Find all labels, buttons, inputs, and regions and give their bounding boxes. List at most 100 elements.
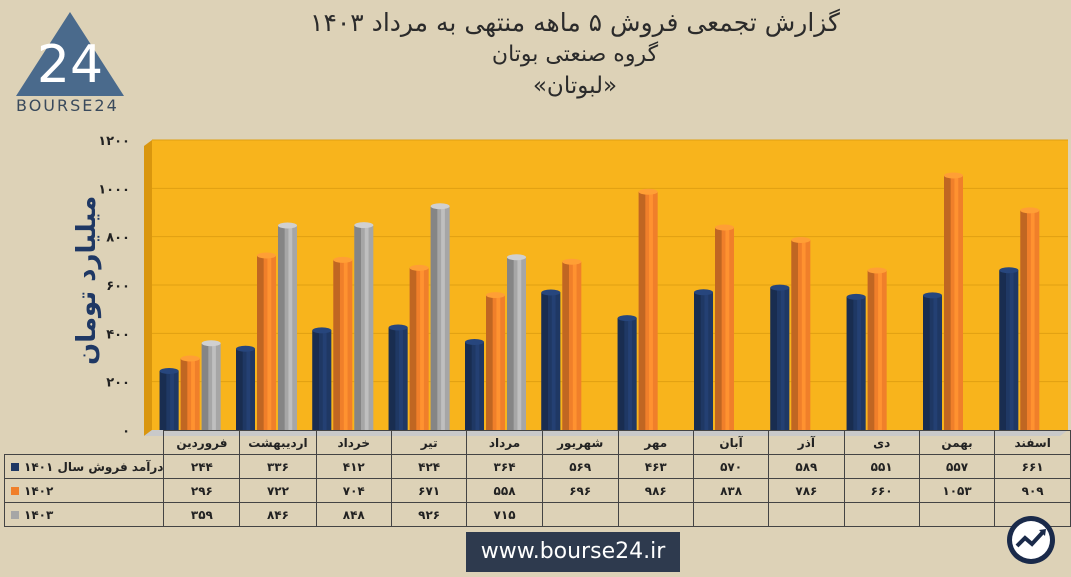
bar: [465, 339, 484, 430]
bar: [201, 340, 221, 430]
bar: [867, 267, 887, 430]
bar: [999, 267, 1019, 430]
bar: [278, 222, 297, 430]
bar-shade: [846, 296, 854, 430]
bar: [694, 289, 713, 430]
data-label: ۳۶۴: [466, 454, 543, 479]
legend-1403: ۱۴۰۳: [3, 502, 165, 527]
bar: [354, 222, 374, 430]
legend-label-1401: درآمد فروش سال ۱۴۰۱: [24, 459, 164, 474]
category-label: شهریور: [541, 430, 619, 455]
bar-shade: [541, 292, 548, 430]
bar-highlight: [322, 330, 327, 430]
bar-top: [770, 284, 790, 291]
data-label: ۲۹۶: [163, 478, 241, 503]
bar-shade: [1020, 210, 1027, 430]
data-label: ۳۳۶: [239, 454, 317, 479]
bar-highlight: [878, 270, 882, 430]
data-label: ۸۴۸: [315, 502, 393, 527]
legend-1402: ۱۴۰۲: [3, 478, 165, 503]
bar: [617, 315, 637, 430]
bar-highlight: [801, 240, 806, 430]
bar: [562, 258, 582, 430]
bar-highlight: [857, 296, 861, 430]
bar-highlight: [475, 342, 480, 430]
bar-top: [1020, 207, 1040, 214]
bar: [409, 264, 429, 430]
bar-shade: [257, 255, 264, 430]
title-line-2: گروه صنعتی بوتان: [491, 42, 659, 67]
data-label: ۲۴۴: [163, 454, 241, 479]
bar-top: [312, 327, 332, 334]
data-label: ۳۵۹: [163, 502, 241, 527]
bar-top: [791, 237, 811, 244]
bar-highlight: [1030, 210, 1035, 430]
bar-top: [180, 355, 200, 362]
logo-mark: 24: [37, 35, 103, 95]
bar-shade: [923, 295, 930, 430]
bar: [638, 188, 658, 430]
data-label: [843, 502, 920, 527]
bar-shade: [867, 270, 875, 430]
bar-top: [507, 254, 526, 261]
bar-highlight: [288, 225, 293, 430]
website-link[interactable]: www.bourse24.ir: [466, 532, 680, 572]
bar-shade: [715, 227, 722, 430]
bar-highlight: [441, 206, 445, 430]
bar-top: [354, 222, 374, 229]
chart-title: گزارش تجمعی فروش ۵ ماهه منتهی به مرداد ۱…: [150, 6, 1000, 102]
data-label: ۷۲۲: [239, 478, 317, 503]
bar-top: [562, 258, 582, 265]
bar-top: [236, 345, 255, 352]
bar-top: [694, 289, 713, 296]
bar-shade: [999, 270, 1006, 430]
data-label: ۵۵۱: [843, 454, 920, 479]
legend-key-1401: [11, 463, 19, 471]
bourse24-logo-icon: 24: [16, 12, 124, 96]
bar-top: [867, 267, 887, 274]
data-label: ۹۸۶: [617, 478, 694, 503]
data-label: ۸۴۶: [239, 502, 317, 527]
data-label: ۵۶۹: [541, 454, 619, 479]
data-label: [918, 502, 996, 527]
data-label: ۹۲۶: [391, 502, 468, 527]
bar-top: [715, 224, 734, 231]
bar-top: [999, 267, 1019, 274]
bar-highlight: [954, 175, 959, 430]
table-row-1403: ۱۴۰۳ ۳۵۹ ۸۴۶ ۸۴۸ ۹۲۶ ۷۱۵: [3, 502, 1071, 527]
bar-top: [257, 252, 276, 259]
bar-highlight: [399, 327, 403, 430]
bar-shade: [409, 267, 417, 430]
y-tick-label: ۰: [122, 424, 130, 439]
data-label: [768, 502, 845, 527]
bar-top: [278, 222, 297, 229]
data-table: فروردین اردیبهشت خرداد تیر مرداد شهریور …: [3, 430, 1071, 527]
bar: [388, 324, 408, 430]
category-label: مرداد: [466, 430, 543, 455]
bar-highlight: [725, 227, 730, 430]
bar-top: [409, 264, 429, 271]
bar-shade: [278, 225, 285, 430]
title-line-3: «لبوتان»: [532, 73, 618, 99]
bar: [180, 355, 200, 430]
bar-shade: [562, 261, 569, 430]
bar-highlight: [343, 259, 348, 430]
bar-top: [617, 315, 637, 322]
bar-shade: [617, 318, 625, 430]
data-label: ۹۰۹: [994, 478, 1071, 503]
y-tick-label: ۱۰۰۰: [98, 182, 130, 197]
bar-shade: [333, 259, 340, 430]
y-axis-label: میلیارد تومان: [62, 196, 112, 370]
category-label: بهمن: [918, 430, 996, 455]
bar-shade: [791, 240, 798, 430]
bar-highlight: [364, 225, 369, 430]
bar-shade: [388, 327, 396, 430]
trend-badge-icon: [1007, 516, 1055, 564]
data-label: ۶۹۶: [541, 478, 619, 503]
bar: [507, 254, 526, 430]
bar-shade: [159, 371, 167, 430]
legend-key-1402: [11, 487, 19, 495]
legend-label-1402: ۱۴۰۲: [24, 483, 54, 498]
bar-top: [159, 368, 179, 375]
